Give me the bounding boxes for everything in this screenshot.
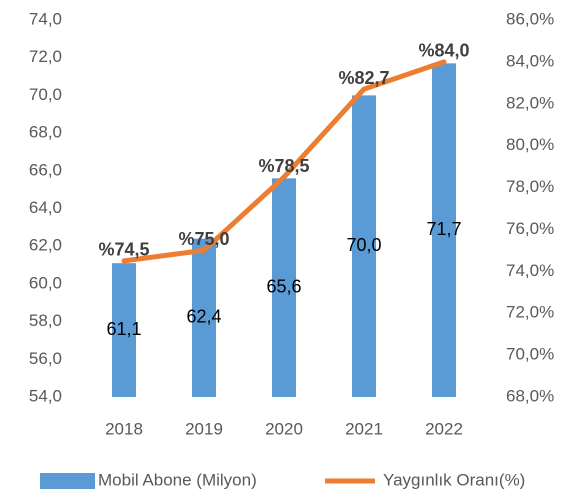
bar-value-label: 71,7 [426,219,461,239]
line [121,59,447,264]
line-value-label: %82,7 [338,68,389,88]
bar-value-label: 65,6 [266,276,301,296]
x-tick-label: 2019 [185,419,223,438]
bar [352,95,376,398]
y-tick-label: 58,0 [29,311,62,330]
line-value-label: %78,5 [258,156,309,176]
x-tick-label: 2021 [345,419,383,438]
x-tick-label: 2020 [265,419,303,438]
bar [432,63,456,397]
bar-value-label: 61,1 [106,319,141,339]
line-value-label: %84,0 [418,41,469,61]
bar-value-label: 70,0 [346,235,381,255]
legend-swatch [40,473,95,489]
bar [192,238,216,397]
line-value-label: %74,5 [98,240,149,260]
x-tick-label: 2022 [425,419,463,438]
y2-tick-label: 80,0% [506,135,554,154]
y-tick-label: 72,0 [29,47,62,66]
bar [112,263,136,397]
legend-label: Mobil Abone (Milyon) [98,470,257,489]
y-tick-label: 64,0 [29,198,62,217]
y2-tick-label: 76,0% [506,219,554,238]
y2-tick-label: 70,0% [506,345,554,364]
x-tick-label: 2018 [105,419,143,438]
y-tick-label: 60,0 [29,273,62,292]
y2-tick-label: 74,0% [506,261,554,280]
y2-tick-label: 78,0% [506,177,554,196]
bar-value-label: 62,4 [186,307,221,327]
y2-tick-label: 72,0% [506,303,554,322]
y2-tick-label: 84,0% [506,51,554,70]
y-tick-label: 56,0 [29,349,62,368]
y2-tick-label: 82,0% [506,93,554,112]
y-tick-label: 66,0 [29,160,62,179]
y-tick-label: 68,0 [29,123,62,142]
bar [272,178,296,397]
y-tick-label: 54,0 [29,386,62,405]
y2-tick-label: 68,0% [506,386,554,405]
line-value-label: %75,0 [178,229,229,249]
y2-tick-label: 86,0% [506,9,554,28]
legend-label: Yaygınlık Oranı(%) [383,470,525,489]
y-tick-label: 70,0 [29,85,62,104]
y-tick-label: 74,0 [29,9,62,28]
y-tick-label: 62,0 [29,236,62,255]
